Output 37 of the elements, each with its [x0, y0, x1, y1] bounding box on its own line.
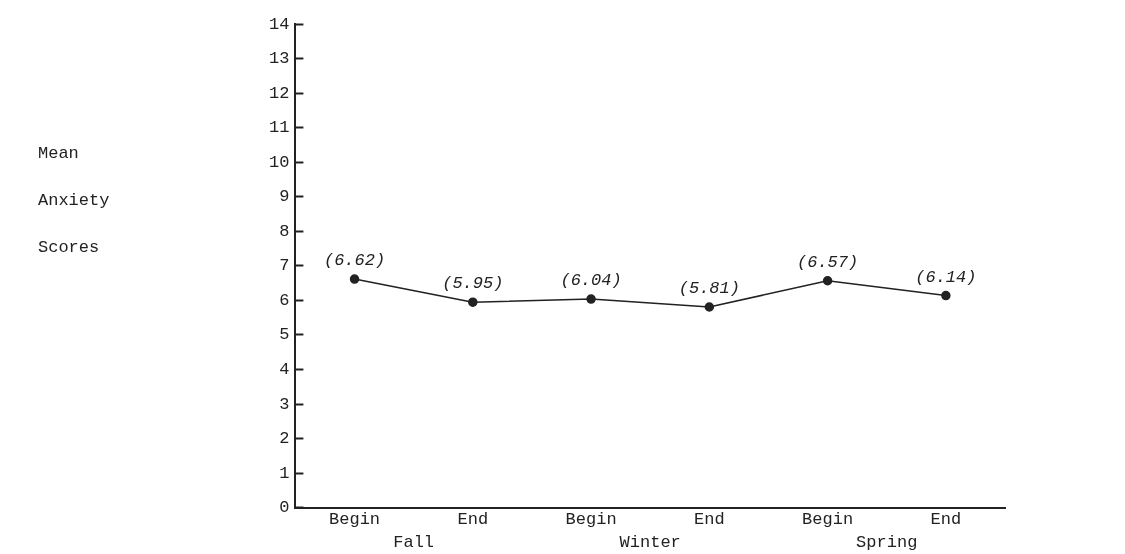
data-label: (6.62) [323, 251, 386, 271]
y-tick-label: 10 [269, 152, 290, 172]
data-label: (6.14) [915, 267, 977, 287]
data-label: (5.95) [442, 274, 504, 294]
text: Spring [856, 533, 918, 552]
point [349, 274, 360, 284]
y-tick-label: 7 [279, 256, 290, 276]
text: Mean Anxiety Scores [38, 144, 110, 257]
data-label: (5.81) [678, 278, 740, 298]
data-label: (6.57) [796, 252, 859, 272]
y-tick-label: 9 [279, 187, 290, 207]
y-tick-label: 2 [279, 429, 290, 449]
x-tick-label: Begin [329, 510, 381, 530]
y-tick-label: 4 [279, 359, 290, 379]
y-tick-label: 0 [279, 498, 290, 518]
data-label: (6.04) [560, 271, 622, 291]
x-tick-label: End [694, 510, 725, 530]
x-tick-label: Begin [565, 510, 617, 530]
y-tick-label: 1 [279, 463, 290, 483]
y-tick-label: 13 [269, 49, 290, 69]
x-tick-label: End [457, 510, 489, 530]
point [941, 290, 951, 301]
point [822, 276, 833, 286]
point [704, 302, 715, 312]
x-tick-label: End [930, 510, 962, 530]
x-tick-label: Begin [802, 510, 854, 530]
y-tick-label: 8 [279, 221, 290, 241]
point [468, 297, 478, 307]
y-tick-label: 5 [279, 325, 290, 345]
y-tick-label: 12 [269, 83, 290, 103]
y-tick-label: 6 [279, 290, 290, 310]
text: Fall [393, 533, 435, 552]
point [586, 294, 596, 304]
y-tick-label: 14 [269, 14, 290, 34]
y-tick-label: 11 [269, 118, 290, 138]
y-tick-label: 3 [279, 394, 290, 414]
text: Winter [619, 533, 681, 552]
